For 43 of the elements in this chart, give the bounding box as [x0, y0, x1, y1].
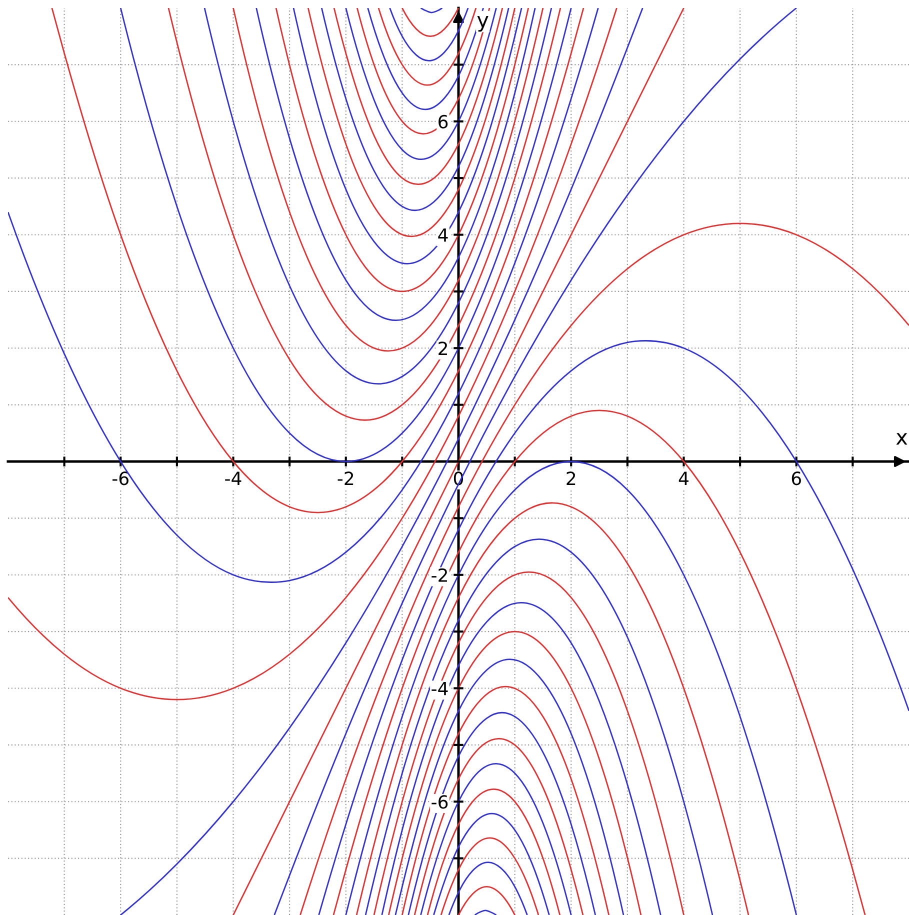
line-series	[356, 502, 750, 915]
line-series	[8, 8, 599, 583]
line-series	[8, 8, 618, 700]
line-series	[320, 8, 510, 212]
x-axis-title: x	[896, 433, 908, 445]
line-series	[300, 222, 909, 915]
y-tick-label: 4	[438, 228, 448, 242]
line-series	[440, 837, 540, 915]
line-series	[275, 8, 530, 292]
y-tick-label: -6	[432, 795, 448, 809]
line-series	[256, 8, 536, 322]
line-series	[345, 8, 497, 160]
line-series	[378, 8, 477, 86]
line-series	[332, 410, 866, 915]
y-tick-label: -4	[432, 682, 448, 696]
line-series	[388, 630, 642, 915]
x-tick-label: 2	[566, 472, 576, 485]
line-series	[420, 762, 572, 915]
line-series	[448, 862, 528, 915]
x-tick-label: -4	[225, 472, 242, 485]
line-series	[389, 8, 469, 62]
line-series	[318, 340, 909, 915]
line-series	[433, 812, 550, 915]
line-series	[333, 8, 504, 185]
y-axis-title: y	[477, 16, 488, 32]
x-tick-label: 4	[678, 472, 688, 485]
line-series	[364, 538, 714, 915]
line-series	[394, 658, 624, 915]
x-tick-label: -2	[338, 472, 354, 485]
x-tick-label: -6	[112, 472, 128, 486]
line-series	[426, 788, 561, 915]
line-series	[204, 8, 552, 385]
line-series	[292, 8, 522, 264]
line-series	[356, 8, 490, 135]
y-tick-label: 2	[438, 342, 447, 355]
line-series	[408, 712, 596, 915]
y-tick-label: -2	[432, 568, 447, 582]
line-series	[120, 8, 572, 462]
line-series	[168, 8, 562, 421]
line-series	[51, 8, 584, 514]
line-series	[414, 738, 584, 915]
line-series	[381, 602, 662, 915]
x-tick-label: 6	[792, 472, 801, 486]
